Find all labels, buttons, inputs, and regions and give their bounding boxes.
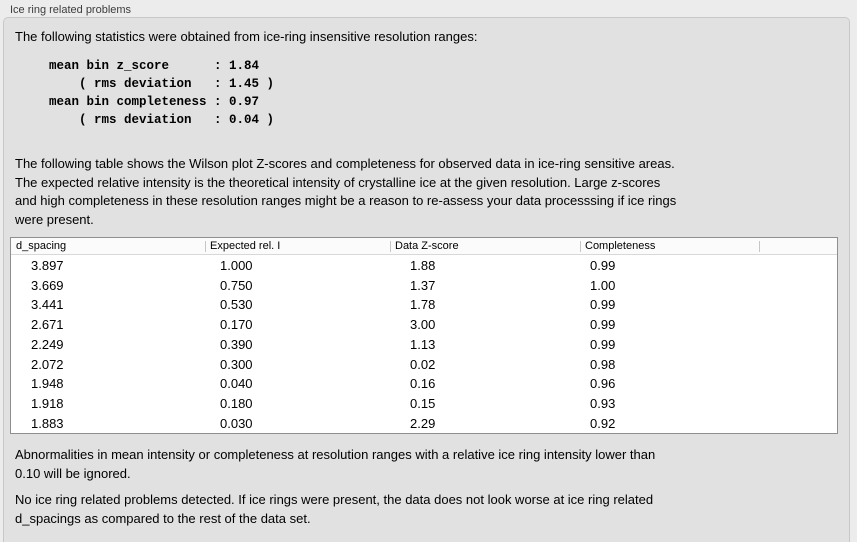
cell-completeness: 0.99 — [590, 336, 616, 352]
cell-completeness: 1.00 — [590, 277, 616, 293]
table-row[interactable]: 2.072 0.300 0.02 0.98 — [11, 354, 837, 374]
header-cell-d-spacing[interactable]: d_spacing — [16, 240, 67, 253]
ice-ring-table: d_spacing Expected rel. I Data Z-score C… — [10, 237, 838, 435]
cell-completeness: 0.99 — [590, 297, 616, 313]
table-header: d_spacing Expected rel. I Data Z-score C… — [11, 238, 837, 256]
description-line: were present. — [15, 211, 94, 227]
table-row[interactable]: 3.669 0.750 1.37 1.00 — [11, 275, 837, 295]
cell-data-z-score: 0.15 — [410, 396, 436, 412]
stat-line-z-score-rms: ( rms deviation : 1.45 ) — [49, 77, 275, 91]
description-line: The following table shows the Wilson plo… — [15, 156, 675, 171]
header-cell-filler — [759, 238, 837, 254]
cell-data-z-score: 1.88 — [410, 257, 436, 273]
header-cell-completeness[interactable]: Completeness — [580, 238, 759, 254]
cell-d-spacing: 3.669 — [31, 277, 64, 293]
ignore-note-line: 0.10 will be ignored. — [15, 465, 131, 481]
ignore-note-line: Abnormalities in mean intensity or compl… — [15, 447, 656, 463]
cell-d-spacing: 1.883 — [31, 415, 64, 431]
cell-completeness: 0.98 — [590, 356, 616, 372]
cell-completeness: 0.96 — [590, 376, 616, 392]
cell-data-z-score: 0.16 — [410, 376, 436, 392]
table-row[interactable]: 2.671 0.170 3.00 0.99 — [11, 315, 837, 335]
cell-data-z-score: 3.00 — [410, 317, 436, 333]
description-line: and high completeness in these resolutio… — [15, 193, 677, 209]
cell-expected-rel-i: 0.390 — [220, 336, 253, 352]
cell-d-spacing: 2.072 — [31, 356, 64, 372]
cell-data-z-score: 2.29 — [410, 415, 436, 431]
conclusion-note-line: No ice ring related problems detected. I… — [15, 492, 654, 508]
stats-block: mean bin z_score : 1.84 ( rms deviation … — [49, 57, 849, 129]
groupbox-label: Ice ring related problems — [10, 4, 132, 16]
stat-line-mean-z-score: mean bin z_score : 1.84 — [49, 59, 260, 73]
cell-d-spacing: 3.897 — [31, 257, 64, 273]
cell-data-z-score: 1.13 — [410, 336, 436, 352]
cell-data-z-score: 1.37 — [410, 277, 436, 293]
stat-line-completeness-rms: ( rms deviation : 0.04 ) — [49, 113, 275, 127]
table-row[interactable]: 1.918 0.180 0.15 0.93 — [11, 394, 837, 414]
description-line: The expected relative intensity is the t… — [15, 174, 661, 190]
cell-expected-rel-i: 0.530 — [220, 297, 253, 313]
cell-expected-rel-i: 0.750 — [220, 277, 253, 293]
cell-expected-rel-i: 0.030 — [220, 415, 253, 431]
cell-d-spacing: 1.948 — [31, 376, 64, 392]
table-row[interactable]: 1.948 0.040 0.16 0.96 — [11, 374, 837, 394]
ice-ring-panel: The following statistics were obtained f… — [3, 17, 850, 542]
cell-expected-rel-i: 0.180 — [220, 396, 253, 412]
cell-completeness: 0.93 — [590, 396, 616, 412]
cell-data-z-score: 0.02 — [410, 356, 436, 372]
cell-completeness: 0.99 — [590, 257, 616, 273]
table-row[interactable]: 2.249 0.390 1.13 0.99 — [11, 334, 837, 354]
cell-expected-rel-i: 0.040 — [220, 376, 253, 392]
table-row[interactable]: 1.883 0.030 2.29 0.92 — [11, 414, 837, 434]
cell-d-spacing: 2.671 — [31, 317, 64, 333]
table-row[interactable]: 3.897 1.000 1.88 0.99 — [11, 255, 837, 275]
cell-data-z-score: 1.78 — [410, 297, 436, 313]
table-body: 3.897 1.000 1.88 0.99 3.669 0.750 1.37 1… — [11, 255, 837, 433]
cell-d-spacing: 2.249 — [31, 336, 64, 352]
cell-completeness: 0.92 — [590, 415, 616, 431]
cell-completeness: 0.99 — [590, 317, 616, 333]
cell-expected-rel-i: 1.000 — [220, 257, 253, 273]
conclusion-note: No ice ring related problems detected. I… — [15, 491, 849, 528]
header-cell-data-z-score[interactable]: Data Z-score — [390, 238, 580, 254]
conclusion-note-line: d_spacings as compared to the rest of th… — [15, 510, 311, 526]
cell-expected-rel-i: 0.300 — [220, 356, 253, 372]
description-text: The following table shows the Wilson plo… — [15, 155, 849, 229]
cell-d-spacing: 1.918 — [31, 396, 64, 412]
stat-line-mean-completeness: mean bin completeness : 0.97 — [49, 95, 260, 109]
table-row[interactable]: 3.441 0.530 1.78 0.99 — [11, 295, 837, 315]
intro-text: The following statistics were obtained f… — [15, 29, 478, 44]
cell-d-spacing: 3.441 — [31, 297, 64, 313]
ignore-note: Abnormalities in mean intensity or compl… — [15, 446, 849, 483]
cell-expected-rel-i: 0.170 — [220, 317, 253, 333]
header-cell-expected-rel-i[interactable]: Expected rel. I — [205, 238, 390, 254]
